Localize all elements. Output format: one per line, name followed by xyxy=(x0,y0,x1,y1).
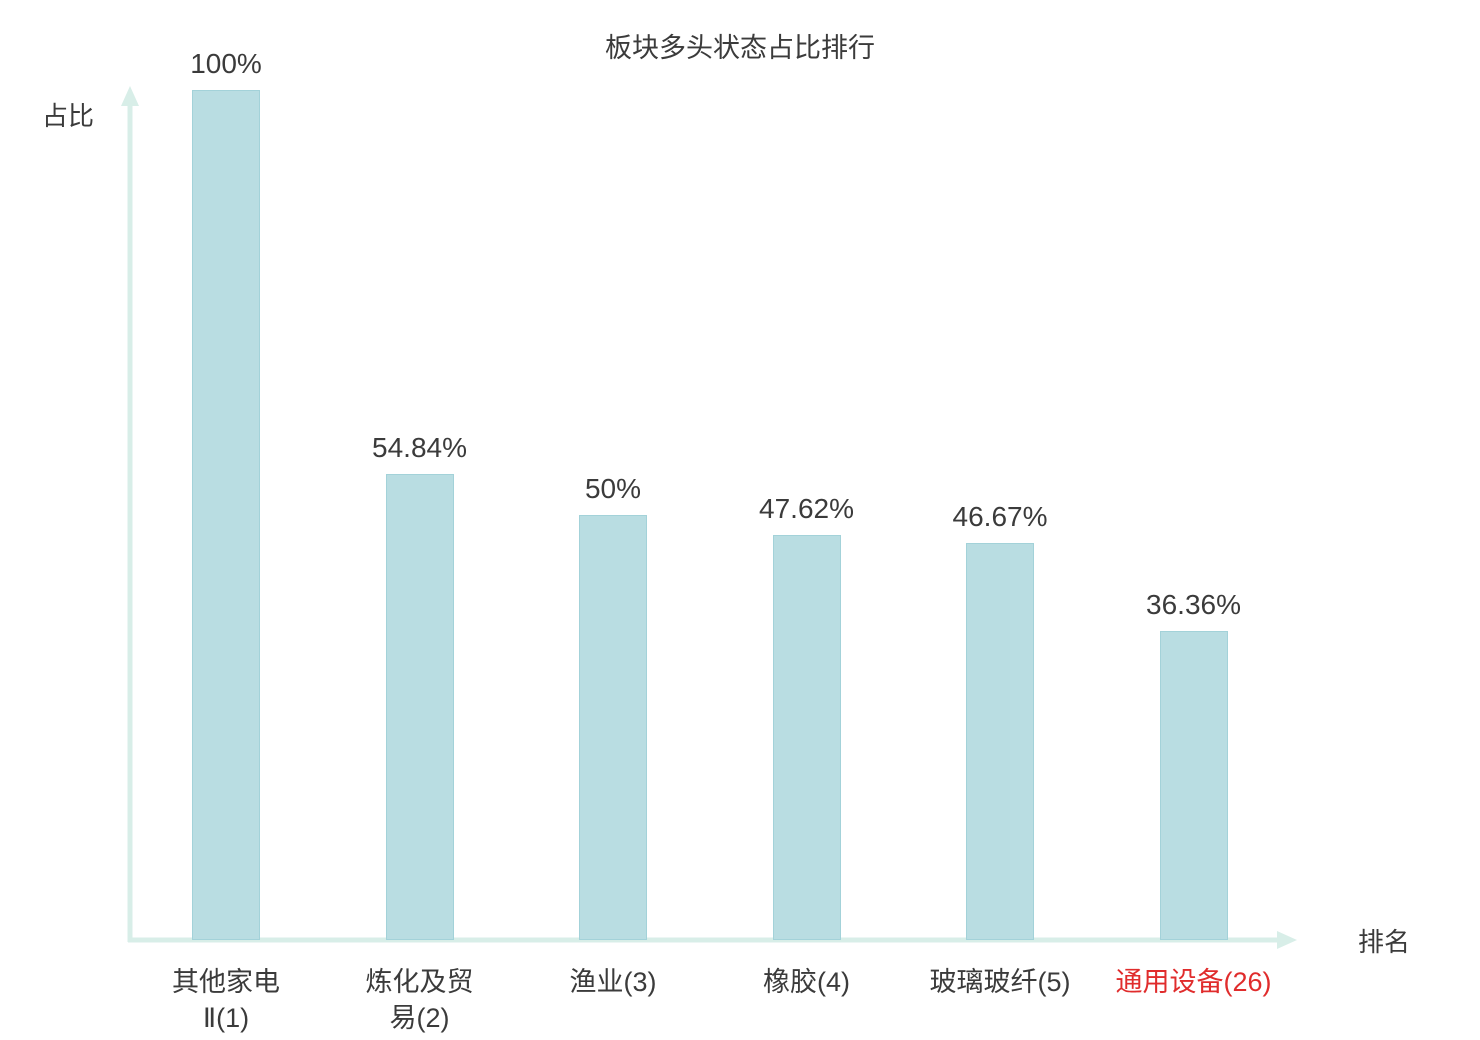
bar-category-label: 玻璃玻纤(5) xyxy=(929,967,1071,997)
bar-value-label: 50% xyxy=(584,473,642,504)
bar-category-label: 橡胶(4) xyxy=(763,967,850,997)
bar xyxy=(772,535,841,940)
bar xyxy=(192,90,260,940)
bar xyxy=(1159,630,1228,940)
bar-category-label: 其他家电 Ⅱ(1) xyxy=(172,967,280,1034)
bar-value-label: 47.62% xyxy=(759,493,854,525)
bar-category-label: 渔业(3) xyxy=(569,967,657,997)
bar-value-label: 46.67% xyxy=(952,501,1048,533)
bar xyxy=(966,543,1034,940)
x-axis-label: 排名 xyxy=(1358,927,1411,957)
bar-value-label: 100% xyxy=(190,48,262,79)
bar-value-label: 54.84% xyxy=(372,431,467,463)
chart-title: 板块多头状态占比排行 xyxy=(605,33,875,63)
bar xyxy=(579,515,647,940)
y-axis-label: 占比 xyxy=(42,101,95,131)
bar xyxy=(385,473,454,940)
bar-value-label: 36.36% xyxy=(1146,588,1241,620)
bar-category-label: 炼化及贸 易(2) xyxy=(365,967,474,1034)
axis-lines xyxy=(121,86,1297,949)
bar-category-label: 通用设备(26) xyxy=(1115,967,1272,997)
